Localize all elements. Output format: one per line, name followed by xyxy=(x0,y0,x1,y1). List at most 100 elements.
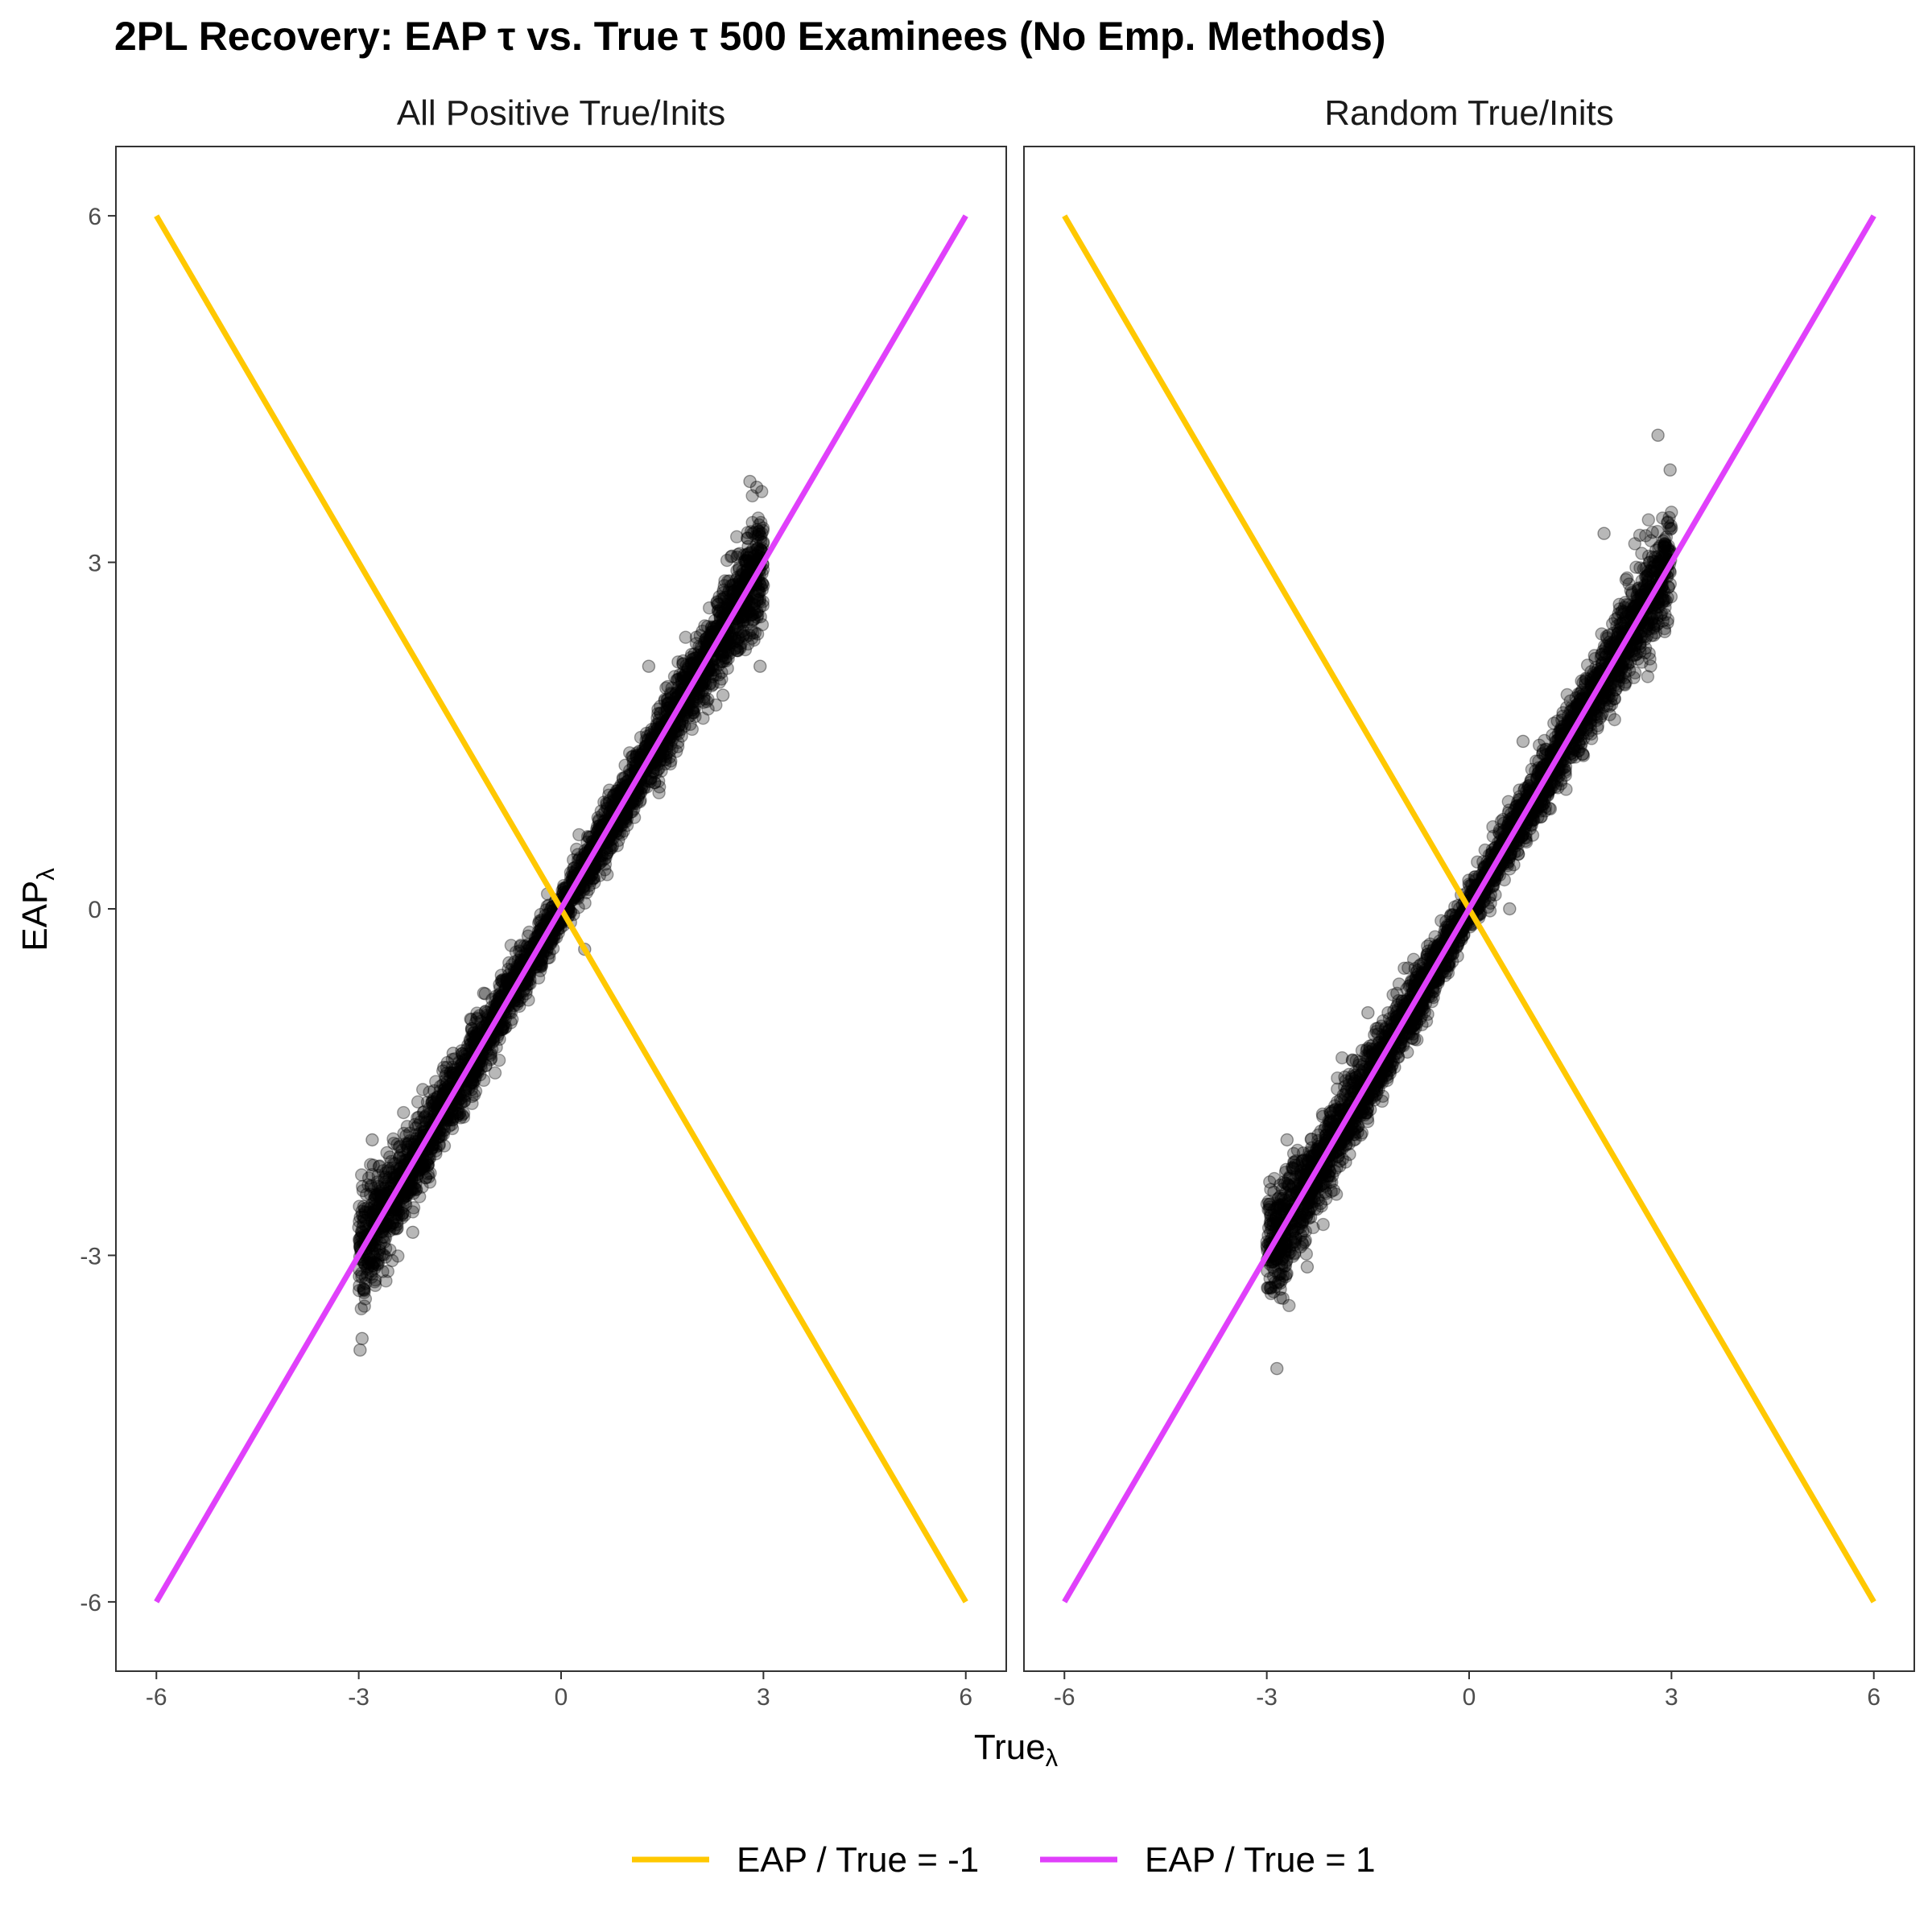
data-point-outlier xyxy=(749,481,764,494)
data-point xyxy=(427,1092,441,1106)
data-point-outlier xyxy=(753,659,767,673)
data-point xyxy=(658,749,673,763)
data-point xyxy=(421,1166,436,1181)
x-tick-label: 3 xyxy=(757,1684,770,1711)
data-point xyxy=(386,1222,401,1236)
data-point xyxy=(425,1096,440,1110)
data-point xyxy=(535,913,548,927)
data-point xyxy=(756,599,770,613)
data-point-outlier xyxy=(353,1343,367,1357)
data-point xyxy=(368,1278,382,1293)
y-tick-label: -6 xyxy=(80,1590,101,1616)
data-point xyxy=(523,976,537,991)
data-point xyxy=(464,1075,479,1089)
data-point xyxy=(399,1129,413,1143)
data-point xyxy=(580,835,594,849)
data-point xyxy=(733,617,746,631)
data-point xyxy=(401,1146,415,1159)
data-point xyxy=(704,667,718,680)
data-point xyxy=(469,1029,482,1043)
data-point xyxy=(721,594,736,608)
facet-panel-2: Random True/Inits-6 -3 0 3 6 xyxy=(1023,93,1915,1711)
data-point xyxy=(726,578,740,592)
data-point xyxy=(666,733,679,746)
data-point xyxy=(643,772,657,786)
data-point xyxy=(531,971,546,985)
data-point xyxy=(426,1098,440,1113)
data-point xyxy=(679,630,692,644)
data-point xyxy=(728,631,741,645)
data-point xyxy=(676,654,690,668)
data-point xyxy=(465,1024,479,1038)
data-point xyxy=(745,526,759,540)
data-point xyxy=(662,735,675,749)
data-point xyxy=(600,801,613,815)
data-point xyxy=(535,953,548,968)
data-point-outlier xyxy=(642,659,656,673)
data-point xyxy=(697,690,711,704)
data-point xyxy=(522,925,536,939)
data-point xyxy=(673,668,687,682)
data-point xyxy=(748,554,762,568)
data-point xyxy=(467,1070,481,1084)
data-point xyxy=(660,739,674,753)
data-point xyxy=(732,580,745,594)
data-point xyxy=(719,639,733,654)
data-point xyxy=(749,543,763,556)
data-point xyxy=(648,724,663,738)
data-point xyxy=(382,1219,396,1232)
data-point xyxy=(582,871,596,885)
data-point xyxy=(457,1094,472,1108)
data-point xyxy=(722,583,737,597)
data-point xyxy=(416,1105,431,1120)
data-point xyxy=(742,554,756,568)
data-point xyxy=(467,1034,481,1049)
data-point xyxy=(403,1183,417,1197)
data-point xyxy=(691,691,704,705)
data-point xyxy=(741,615,754,629)
data-point xyxy=(657,749,671,763)
data-point xyxy=(488,1066,502,1080)
x-tick-label: 6 xyxy=(959,1684,972,1711)
data-point xyxy=(672,672,686,686)
data-point xyxy=(397,1105,411,1120)
data-point xyxy=(687,695,700,708)
data-point xyxy=(369,1273,382,1287)
data-point xyxy=(470,1012,484,1026)
y-tick-label: 6 xyxy=(88,204,101,230)
data-point xyxy=(733,547,747,560)
data-point xyxy=(465,1096,479,1111)
data-point xyxy=(366,1205,381,1219)
data-point xyxy=(572,900,585,914)
data-point xyxy=(583,872,597,886)
data-point xyxy=(635,779,649,793)
data-point xyxy=(355,1266,369,1280)
data-point xyxy=(602,788,616,802)
data-point xyxy=(357,1286,371,1299)
data-point xyxy=(378,1166,393,1180)
data-point xyxy=(706,660,720,674)
data-point xyxy=(658,705,671,719)
data-point xyxy=(366,1255,381,1269)
facet-panels: All Positive True/Inits-6 -3 0 3 6-6-3036Ran… xyxy=(80,93,1915,1711)
data-point xyxy=(431,1090,444,1104)
data-point xyxy=(361,1268,374,1282)
data-point-outlier xyxy=(365,1133,379,1147)
data-point xyxy=(390,1222,403,1236)
data-point xyxy=(740,602,753,616)
data-point xyxy=(391,1249,405,1263)
data-point xyxy=(676,657,690,671)
data-point xyxy=(683,717,697,731)
data-point xyxy=(733,578,746,592)
data-point xyxy=(383,1220,398,1234)
data-point xyxy=(609,784,624,798)
data-point xyxy=(436,1127,450,1141)
data-point xyxy=(660,746,674,760)
data-point xyxy=(653,780,667,794)
data-point xyxy=(715,645,729,658)
data-point xyxy=(728,621,741,635)
data-point xyxy=(703,601,716,615)
data-point xyxy=(365,1197,379,1211)
data-point xyxy=(606,795,620,809)
data-point xyxy=(663,757,677,771)
